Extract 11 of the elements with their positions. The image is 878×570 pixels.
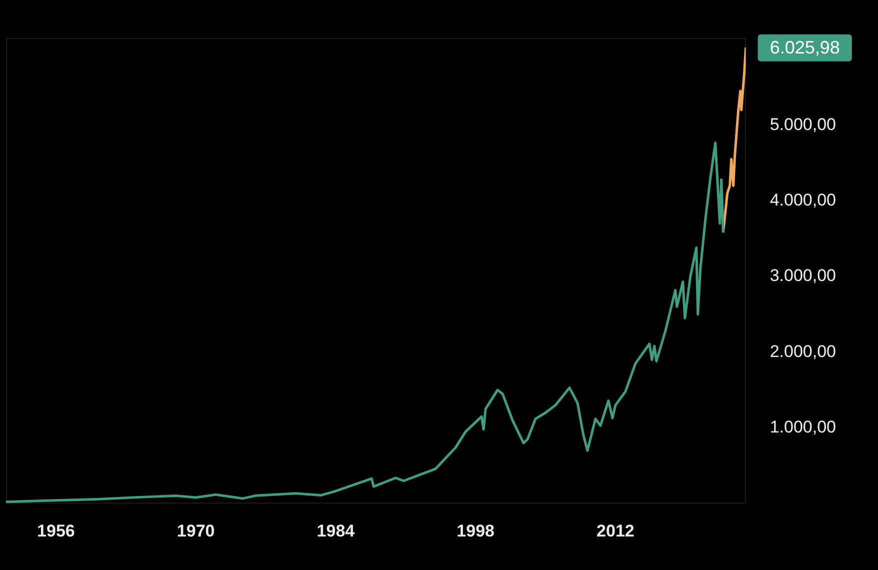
y-tick-label: 4.000,00 bbox=[770, 190, 836, 210]
y-tick-label: 1.000,00 bbox=[770, 418, 836, 437]
x-tick-label: 2012 bbox=[596, 521, 634, 540]
y-tick-label: 5.000,00 bbox=[770, 114, 836, 134]
x-tick-label: 1998 bbox=[456, 521, 494, 540]
annotation: 6.025,98 bbox=[770, 37, 840, 58]
x-tick-label: 1970 bbox=[176, 521, 215, 540]
x-tick-label: 1984 bbox=[316, 521, 356, 540]
y-tick-label: 3.000,00 bbox=[770, 266, 836, 286]
x-tick-label: 1956 bbox=[37, 521, 75, 540]
y-tick-label: 2.000,00 bbox=[770, 342, 836, 361]
